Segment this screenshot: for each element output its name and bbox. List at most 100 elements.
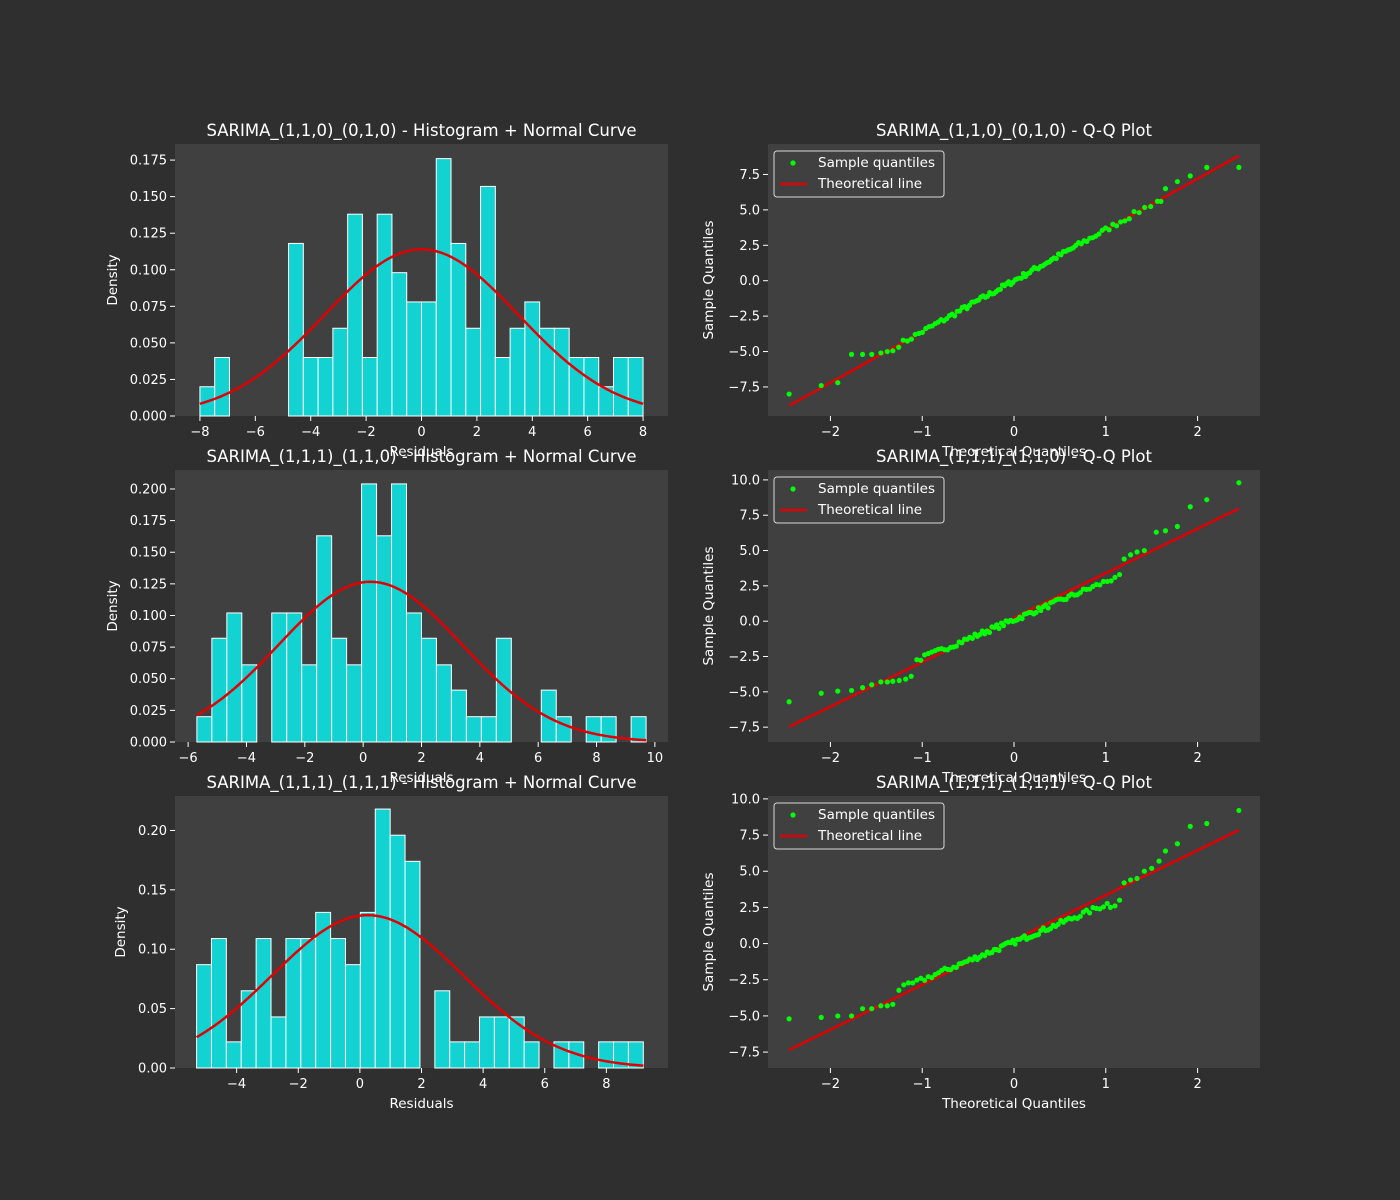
- x-axis-label: Theoretical Quantiles: [941, 770, 1086, 786]
- histogram-bar: [509, 327, 526, 417]
- sample-quantile-point: [1087, 910, 1093, 916]
- histogram-bar: [374, 808, 391, 1069]
- sample-quantile-point: [1134, 549, 1140, 555]
- x-axis-label: Residuals: [389, 770, 453, 786]
- y-tick-label: 0.0: [739, 937, 760, 952]
- sample-quantile-point: [1116, 571, 1123, 578]
- x-tick-label: 2: [417, 1077, 425, 1092]
- sample-quantile-point: [957, 308, 963, 314]
- histogram-bar: [495, 637, 512, 743]
- sample-quantile-point: [1204, 820, 1210, 827]
- sample-quantile-point: [890, 678, 896, 684]
- histogram-bar: [555, 716, 572, 743]
- histogram-bar: [465, 327, 482, 417]
- histogram-bar: [553, 327, 570, 417]
- normal-curve: [199, 248, 644, 405]
- sample-quantile-point: [835, 688, 841, 694]
- plot-marks: [196, 483, 647, 743]
- x-tick-label: 8: [602, 1077, 610, 1092]
- legend-marker-points: [790, 160, 796, 166]
- sample-quantile-point: [1126, 216, 1132, 222]
- subplot-1: −8 −6 −4 −2 0 2 4 6 8 0.000 0.025 0.050 0.075 0.100 0.…: [105, 121, 668, 460]
- histogram-bar: [347, 213, 363, 417]
- sample-quantile-point: [953, 643, 959, 649]
- y-tick-label: −2.5: [728, 973, 760, 988]
- histogram-bar: [332, 327, 349, 417]
- sample-quantile-point: [884, 1003, 890, 1009]
- sample-quantile-point: [1204, 497, 1210, 503]
- x-tick-label: −2: [821, 1077, 840, 1092]
- sample-quantile-point: [1174, 523, 1180, 530]
- histogram-bar: [450, 689, 467, 743]
- legend-box: [773, 476, 945, 524]
- sample-quantile-point: [1010, 937, 1016, 943]
- sample-quantile-point: [1153, 529, 1159, 535]
- normal-curve: [196, 580, 647, 742]
- sample-quantile-point: [1141, 547, 1147, 554]
- y-tick-label: 2.5: [739, 901, 760, 916]
- sample-quantile-point: [952, 313, 958, 319]
- y-tick-label: 0.0: [739, 615, 760, 630]
- sample-quantile-point: [835, 380, 841, 386]
- sample-quantile-point: [848, 351, 855, 357]
- sample-quantile-point: [1106, 227, 1112, 233]
- sample-quantile-point: [848, 687, 855, 694]
- histogram-bar: [301, 664, 318, 743]
- x-tick-label: 0: [356, 1077, 364, 1092]
- sample-quantile-point: [929, 975, 935, 981]
- sample-quantile-point: [1035, 931, 1042, 938]
- sample-quantile-point: [1053, 255, 1059, 262]
- sample-quantile-point: [953, 964, 959, 971]
- x-tick-label: −2: [821, 425, 840, 440]
- y-tick-label: 0.000: [130, 410, 167, 425]
- histogram-bar: [226, 612, 243, 743]
- theoretical-line: [788, 507, 1240, 728]
- sample-quantile-point: [1001, 623, 1007, 629]
- histogram-bar: [359, 911, 376, 1069]
- sample-quantile-point: [903, 676, 909, 682]
- sample-quantile-point: [1097, 582, 1103, 588]
- sample-quantile-point: [1033, 609, 1039, 616]
- sample-quantile-point: [818, 690, 824, 696]
- sample-quantile-point: [869, 1006, 875, 1012]
- sample-quantile-point: [918, 657, 924, 663]
- y-tick-label: 10.0: [731, 792, 760, 807]
- legend-marker-points: [790, 812, 796, 818]
- y-tick-label: −5.0: [728, 1009, 760, 1024]
- y-axis-label: Sample Quantiles: [701, 872, 717, 991]
- legend: Sample quantiles Theoretical line: [773, 150, 945, 198]
- sample-quantile-point: [1156, 858, 1162, 864]
- sample-quantile-point: [786, 1016, 792, 1022]
- sample-quantile-point: [786, 699, 792, 705]
- histogram-bar: [196, 716, 213, 743]
- sample-quantile-point: [905, 980, 912, 986]
- histogram-bar: [331, 637, 348, 743]
- x-tick-label: −4: [237, 751, 256, 766]
- sample-quantile-point: [1018, 275, 1024, 281]
- sample-quantile-point: [818, 1014, 824, 1020]
- normal-curve: [195, 913, 644, 1067]
- legend-label-line: Theoretical line: [817, 176, 922, 192]
- x-tick-label: 0: [359, 751, 367, 766]
- x-tick-label: 0: [1010, 1077, 1018, 1092]
- y-tick-label: 5.0: [739, 203, 760, 218]
- y-tick-label: 5.0: [739, 544, 760, 559]
- histogram-bar: [330, 938, 346, 1069]
- x-axis-label: Theoretical Quantiles: [941, 444, 1086, 460]
- x-tick-label: 0: [1010, 751, 1018, 766]
- histogram-bar: [508, 1016, 525, 1069]
- x-tick-label: −6: [179, 751, 198, 766]
- y-axis-label: Density: [105, 580, 121, 631]
- y-tick-label: 0.075: [130, 300, 167, 315]
- y-tick-label: −5.0: [728, 685, 760, 700]
- y-tick-label: 0.125: [130, 577, 167, 592]
- y-tick-label: 0.10: [138, 943, 167, 958]
- x-tick-label: 6: [534, 751, 542, 766]
- x-tick-label: −8: [190, 425, 209, 440]
- legend-box: [773, 150, 945, 198]
- y-tick-label: 0.175: [130, 514, 167, 529]
- y-tick-label: 0.100: [130, 609, 167, 624]
- sample-quantile-point: [1148, 203, 1154, 210]
- histogram-bar: [434, 990, 451, 1069]
- histogram-bar: [464, 1041, 481, 1069]
